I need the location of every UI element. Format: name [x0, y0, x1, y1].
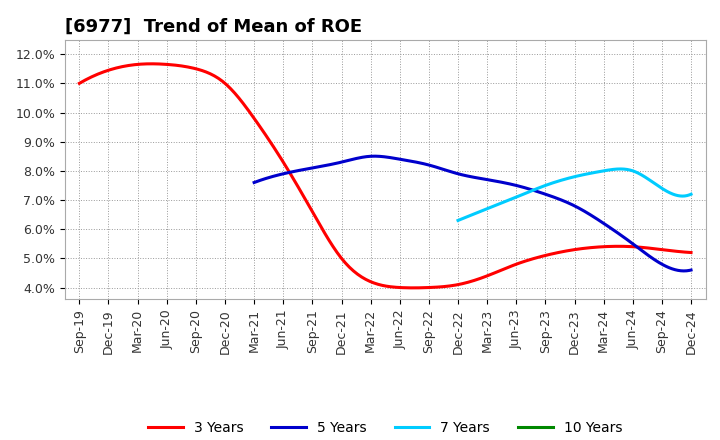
5 Years	[251, 180, 260, 185]
Text: [6977]  Trend of Mean of ROE: [6977] Trend of Mean of ROE	[65, 17, 362, 35]
5 Years	[680, 268, 688, 274]
7 Years	[454, 218, 462, 223]
Line: 3 Years: 3 Years	[79, 64, 691, 288]
5 Years	[518, 184, 527, 190]
3 Years	[408, 285, 417, 290]
7 Years	[687, 191, 696, 197]
3 Years	[454, 282, 462, 287]
5 Years	[250, 180, 258, 185]
3 Years	[595, 244, 603, 249]
7 Years	[593, 169, 601, 175]
Line: 7 Years: 7 Years	[458, 169, 691, 220]
5 Years	[510, 182, 518, 187]
5 Years	[511, 183, 520, 188]
5 Years	[647, 255, 656, 260]
7 Years	[454, 217, 463, 223]
3 Years	[634, 244, 642, 249]
Line: 5 Years: 5 Years	[254, 156, 691, 271]
Legend: 3 Years, 5 Years, 7 Years, 10 Years: 3 Years, 5 Years, 7 Years, 10 Years	[143, 415, 628, 440]
3 Years	[441, 284, 450, 289]
3 Years	[75, 81, 84, 86]
5 Years	[369, 154, 378, 159]
5 Years	[619, 235, 628, 240]
7 Years	[596, 169, 605, 174]
7 Years	[616, 166, 624, 172]
7 Years	[651, 181, 660, 187]
7 Years	[592, 169, 600, 175]
3 Years	[77, 80, 86, 85]
3 Years	[147, 61, 156, 66]
3 Years	[687, 250, 696, 255]
5 Years	[687, 268, 696, 273]
3 Years	[444, 283, 452, 289]
7 Years	[666, 190, 675, 195]
